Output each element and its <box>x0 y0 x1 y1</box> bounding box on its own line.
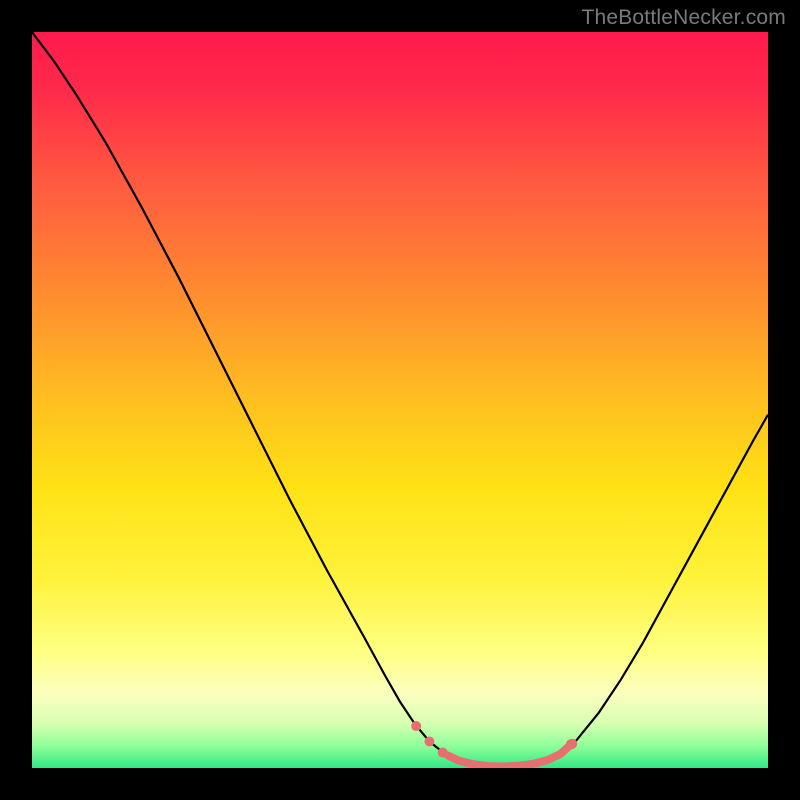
marker-dots-group <box>411 721 577 757</box>
bottleneck-curve <box>32 32 768 767</box>
chart-svg <box>32 32 768 768</box>
marker-dot <box>411 721 421 731</box>
marker-flat-segment <box>448 746 569 767</box>
marker-dot <box>438 748 448 758</box>
outer-frame: TheBottleNecker.com <box>0 0 800 800</box>
marker-dot <box>567 739 577 749</box>
marker-dot <box>424 737 434 747</box>
plot-area <box>32 32 768 768</box>
watermark-text: TheBottleNecker.com <box>581 6 786 30</box>
